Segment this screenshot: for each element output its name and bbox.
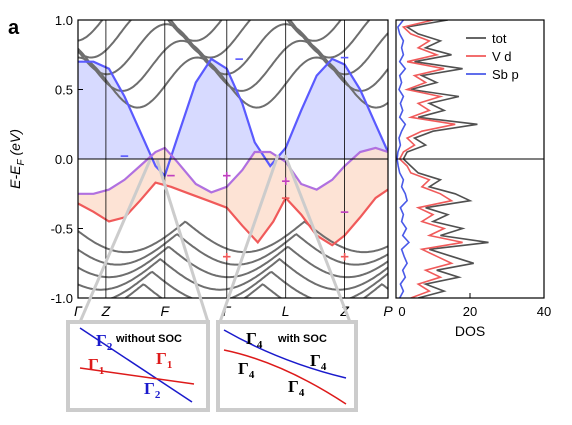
- parity-label: −: [281, 190, 290, 207]
- legend-label: V d: [492, 49, 512, 64]
- inset-guide-left-b: [155, 159, 210, 323]
- legend-label: tot: [492, 31, 507, 46]
- inset-right-blue-line: [223, 329, 347, 379]
- band-ylabel: E-EF (eV): [7, 129, 27, 189]
- gray-band: [78, 233, 388, 266]
- gray-band: [78, 246, 388, 279]
- inset-left-red-line: [79, 367, 195, 385]
- gray-band: [78, 20, 342, 42]
- gray-band: [78, 39, 388, 92]
- parity-label: −: [167, 168, 176, 185]
- gray-band: [123, 283, 388, 298]
- k-point-label: P: [383, 303, 393, 319]
- inset-guide-right-b: [283, 154, 352, 323]
- gray-band: [78, 220, 388, 254]
- inset-right-red-line: [223, 349, 347, 405]
- dos-x-ticks: 0 20 40: [395, 293, 551, 319]
- k-point-label: Γ: [223, 303, 232, 319]
- k-point-label: Z: [101, 303, 111, 319]
- y-tick-label: -1.0: [51, 291, 73, 306]
- band-structure-plot: −−−+++−−−+ 1.00.50.0-0.5-1.0 ΓZFΓLZP E-E…: [7, 13, 393, 319]
- inset-right-title: with SOC: [277, 333, 327, 345]
- inset-guide-right-a: [218, 154, 280, 323]
- gray-band: [78, 23, 388, 76]
- k-point-label: L: [282, 303, 290, 319]
- parity-label: +: [222, 168, 231, 185]
- y-tick-label: 0.5: [55, 83, 73, 98]
- inset-left-gamma-red-left: Γ1: [88, 355, 104, 377]
- dos-xlabel: DOS: [455, 323, 485, 339]
- inset-without-soc: without SOC Γ2 Γ1 Γ1 Γ2: [66, 320, 210, 412]
- gray-band: [78, 20, 371, 59]
- legend-label: Sb p: [492, 67, 519, 82]
- k-point-label: F: [161, 303, 171, 319]
- parity-label: −: [120, 148, 129, 165]
- sb-band-fill: [78, 58, 388, 176]
- inset-right-gamma-left: Γ4: [238, 359, 255, 381]
- parity-label: +: [222, 248, 231, 265]
- band-line: [78, 146, 388, 195]
- dos-x-tick-label: 0: [398, 304, 405, 319]
- inset-right-gamma-bottom: Γ4: [288, 377, 305, 399]
- inset-left-gamma-blue-bottom: Γ2: [144, 379, 161, 401]
- band-y-ticks: 1.0 0.5 0.0 -0.5 -1.0: [51, 13, 83, 306]
- y-tick-label: -0.5: [51, 222, 73, 237]
- inset-left-blue-line: [79, 327, 193, 403]
- parity-label: −: [340, 50, 349, 67]
- gray-band: [78, 56, 388, 109]
- parity-label: −: [235, 51, 244, 68]
- band-line: [78, 181, 388, 247]
- inset-left-title: without SOC: [115, 333, 182, 345]
- inset-guide-left-a: [78, 159, 152, 323]
- parity-labels: −−−+++−−−+: [120, 50, 349, 266]
- dos-legend: tot V d Sb p: [466, 31, 519, 82]
- y-tick-label: 0.0: [55, 152, 73, 167]
- y-tick-label: 1.0: [55, 13, 73, 28]
- colored-bands: [78, 57, 388, 247]
- dos-x-tick-label: 40: [537, 304, 551, 319]
- k-point-label: Γ: [74, 303, 83, 319]
- parity-label: +: [340, 248, 349, 265]
- inset-with-soc: with SOC Γ4 Γ4 Γ4 Γ4: [216, 320, 358, 412]
- inset-right-gamma-top: Γ4: [246, 329, 263, 351]
- dos-x-tick-label: 20: [463, 304, 477, 319]
- dos-plot: 0 20 40 DOS tot V d Sb p: [395, 19, 551, 339]
- inset-right-gamma-right: Γ4: [310, 351, 327, 373]
- band-line: [78, 57, 388, 178]
- parity-label: −: [340, 204, 349, 221]
- panel-label: a: [8, 17, 20, 39]
- inset-left-gamma-red-right: Γ1: [156, 349, 172, 371]
- inset-left-gamma-blue-top: Γ2: [96, 331, 113, 353]
- parity-label: +: [281, 173, 290, 190]
